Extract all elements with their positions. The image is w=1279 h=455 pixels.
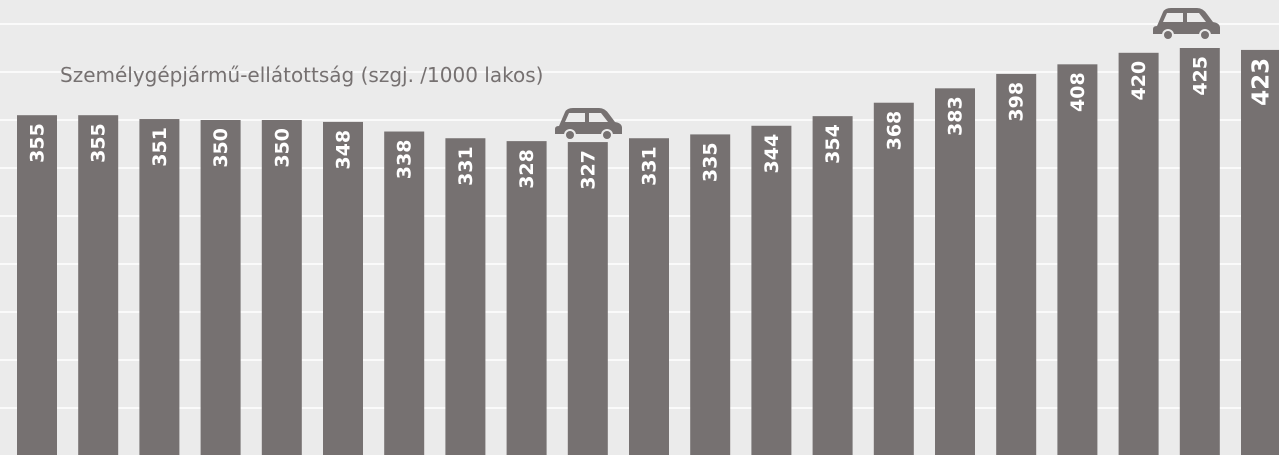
data-label: 425 xyxy=(1189,56,1211,96)
data-label: 383 xyxy=(945,96,967,136)
bar xyxy=(139,119,180,455)
data-label: 350 xyxy=(210,128,232,168)
bar xyxy=(873,102,914,455)
bar xyxy=(629,138,669,455)
bar xyxy=(1057,64,1098,455)
bar xyxy=(1179,48,1220,455)
data-label: 350 xyxy=(271,128,293,168)
bar xyxy=(690,134,731,455)
bar xyxy=(567,142,608,455)
bar xyxy=(506,141,547,455)
data-label: 423 xyxy=(1249,58,1275,106)
bar xyxy=(384,131,425,455)
bar xyxy=(200,120,241,455)
bar xyxy=(935,88,975,455)
data-label: 338 xyxy=(394,140,416,180)
car-icon xyxy=(555,108,622,141)
data-label: 335 xyxy=(700,142,722,182)
data-label: 398 xyxy=(1006,82,1028,122)
data-label: 420 xyxy=(1128,61,1150,101)
data-label: 327 xyxy=(577,150,599,190)
bar xyxy=(812,116,853,455)
data-label: 331 xyxy=(639,146,661,186)
bar xyxy=(17,115,57,455)
data-label: 328 xyxy=(516,149,538,189)
data-label: 368 xyxy=(883,111,905,151)
bar xyxy=(261,120,302,455)
data-label: 351 xyxy=(149,127,171,167)
data-label: 348 xyxy=(333,130,355,170)
data-label: 354 xyxy=(822,124,844,164)
data-label: 355 xyxy=(88,123,110,163)
bar xyxy=(996,73,1037,455)
bar xyxy=(445,138,486,455)
bar xyxy=(751,125,792,455)
bar xyxy=(1241,49,1279,455)
bar xyxy=(323,121,363,455)
car-icon xyxy=(1153,8,1220,41)
chart-title: Személygépjármű-ellátottság (szgj. /1000… xyxy=(60,63,543,87)
bars: 355 355 351 350 350 348 338 331 328 327 331 335 344 3… xyxy=(17,48,1279,455)
bar xyxy=(1118,52,1159,455)
data-label: 408 xyxy=(1067,72,1089,112)
data-label: 344 xyxy=(761,134,783,174)
bar xyxy=(78,115,119,455)
data-label: 331 xyxy=(455,146,477,186)
data-label: 355 xyxy=(27,123,49,163)
